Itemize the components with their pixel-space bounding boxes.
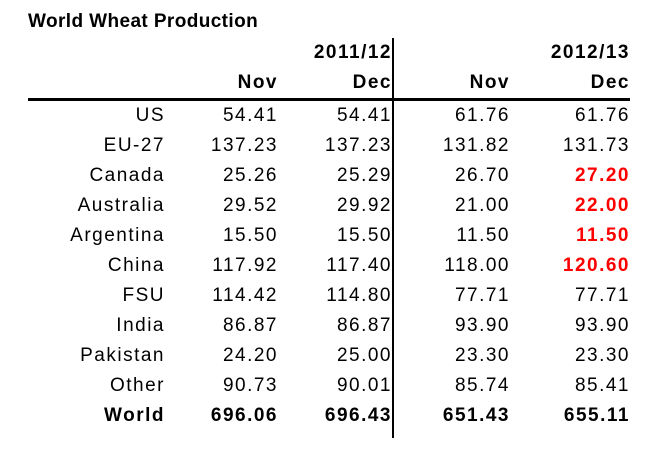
value-cell: 23.30: [574, 345, 630, 366]
table-row: Argentina 15.50 15.50 11.50 11.50: [28, 221, 630, 251]
value-cell: 61.76: [454, 105, 510, 126]
value-cell: 11.50: [576, 225, 630, 246]
value-cell: 61.76: [574, 105, 630, 126]
value-cell: 25.26: [222, 165, 278, 186]
value-cell: 93.90: [454, 315, 510, 336]
value-cell: 137.23: [278, 131, 394, 161]
page-title: World Wheat Production: [28, 11, 259, 32]
value-cell: 77.71: [454, 285, 510, 306]
row-label: Australia: [77, 195, 165, 216]
table-row: China 117.92 117.40 118.00 120.60: [28, 251, 630, 281]
table-row: Australia 29.52 29.92 21.00 22.00: [28, 191, 630, 221]
month-header-dec-2011: Dec: [278, 68, 394, 101]
spacer-cell: [28, 38, 165, 68]
row-label: Canada: [89, 165, 165, 186]
value-cell: 21.00: [454, 195, 510, 216]
month-header-dec-2012: Dec: [510, 68, 630, 101]
spacer-cell: [393, 431, 510, 438]
value-cell: 26.70: [454, 165, 510, 186]
row-label: China: [107, 255, 165, 276]
spacer-cell: [510, 431, 630, 438]
value-cell: 77.71: [574, 285, 630, 306]
spacer-cell: [165, 431, 278, 438]
value-cell: 54.41: [278, 99, 394, 131]
value-cell: 90.01: [278, 371, 394, 401]
value-cell: 131.82: [442, 135, 510, 156]
row-label: US: [135, 105, 165, 126]
value-cell: 655.11: [563, 405, 630, 426]
value-cell: 114.42: [212, 285, 278, 306]
value-cell: 114.80: [278, 281, 394, 311]
value-cell: 15.50: [278, 221, 394, 251]
spacer-cell: [278, 431, 394, 438]
value-cell: 86.87: [222, 315, 278, 336]
row-label: FSU: [122, 285, 165, 306]
row-label: India: [116, 315, 165, 336]
value-cell: 25.29: [278, 161, 394, 191]
row-label: Other: [109, 375, 165, 396]
row-label: World: [104, 405, 165, 426]
value-cell: 22.00: [574, 195, 630, 216]
table-row: India 86.87 86.87 93.90 93.90: [28, 311, 630, 341]
row-label: Argentina: [70, 225, 165, 246]
value-cell: 25.00: [278, 341, 394, 371]
wheat-production-table: 2011/12 2012/13 Nov Dec Nov Dec US 54.41 5…: [28, 38, 630, 438]
table-row: Pakistan 24.20 25.00 23.30 23.30: [28, 341, 630, 371]
value-cell: 24.20: [222, 345, 278, 366]
table-row: Other 90.73 90.01 85.74 85.41: [28, 371, 630, 401]
row-label: EU-27: [103, 135, 165, 156]
value-cell: 11.50: [456, 225, 510, 246]
month-header-row: Nov Dec Nov Dec: [28, 68, 630, 101]
spacer-cell: [28, 431, 165, 438]
value-cell: 120.60: [562, 255, 630, 276]
year-header-2011-12: 2011/12: [278, 38, 394, 68]
value-cell: 23.30: [454, 345, 510, 366]
value-cell: 696.06: [210, 405, 278, 426]
value-cell: 85.74: [454, 375, 510, 396]
value-cell: 15.50: [222, 225, 278, 246]
table-row: FSU 114.42 114.80 77.71 77.71: [28, 281, 630, 311]
month-header-nov-2011: Nov: [165, 68, 278, 101]
table-row: Canada 25.26 25.29 26.70 27.20: [28, 161, 630, 191]
value-cell: 118.00: [444, 255, 510, 276]
divider-tail-row: [28, 431, 630, 438]
value-cell: 93.90: [574, 315, 630, 336]
year-header-row: 2011/12 2012/13: [28, 38, 630, 68]
year-header-2012-13: 2012/13: [550, 42, 630, 63]
value-cell: 131.73: [562, 135, 630, 156]
value-cell: 29.92: [278, 191, 394, 221]
spacer-cell: [393, 38, 510, 68]
row-label: Pakistan: [80, 345, 165, 366]
value-cell: 696.43: [278, 401, 394, 431]
value-cell: 29.52: [222, 195, 278, 216]
value-cell: 137.23: [210, 135, 278, 156]
value-cell: 90.73: [222, 375, 278, 396]
table-row: World 696.06 696.43 651.43 655.11: [28, 401, 630, 431]
table-row: US 54.41 54.41 61.76 61.76: [28, 99, 630, 131]
value-cell: 117.92: [212, 255, 278, 276]
spacer-cell: [165, 38, 278, 68]
value-cell: 117.40: [278, 251, 394, 281]
value-cell: 27.20: [574, 165, 630, 186]
value-cell: 54.41: [222, 105, 278, 126]
table-row: EU-27 137.23 137.23 131.82 131.73: [28, 131, 630, 161]
value-cell: 86.87: [278, 311, 394, 341]
month-header-nov-2012: Nov: [393, 68, 510, 101]
value-cell: 85.41: [574, 375, 630, 396]
spacer-cell: [28, 68, 165, 101]
value-cell: 651.43: [442, 405, 510, 426]
